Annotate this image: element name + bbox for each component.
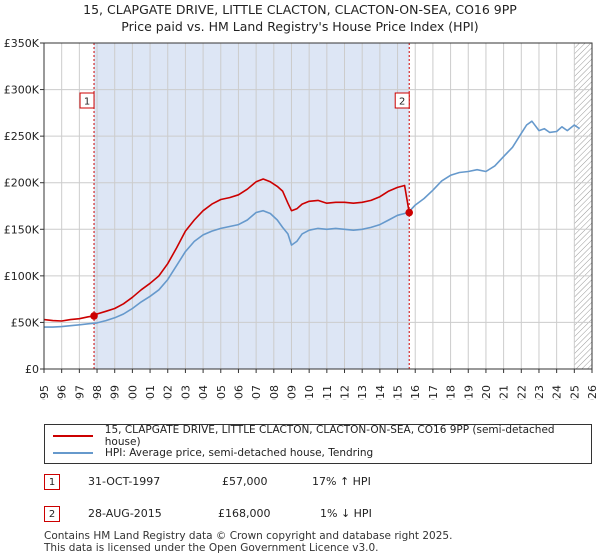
x-tick-label: 2002 (162, 385, 175, 400)
series-line-hpi (44, 120, 581, 328)
transaction-hpi-change: 17% ↑ HPI (312, 475, 371, 488)
sale-label-box (79, 92, 95, 109)
x-tick-label: 2015 (392, 385, 405, 400)
x-tick-label: 1998 (91, 385, 104, 400)
x-tick-label: 1995 (38, 385, 51, 400)
x-tick-label: 2022 (515, 385, 528, 400)
y-tick-label: £350K (4, 37, 40, 50)
x-tick-label: 1999 (109, 385, 122, 400)
sale-label: 2 (399, 97, 405, 108)
y-tick-label: £50K (11, 316, 40, 329)
y-tick-label: £200K (4, 177, 40, 190)
x-tick-label: 2003 (179, 385, 192, 400)
x-tick-label: 2024 (551, 385, 564, 400)
y-tick-label: £250K (4, 130, 40, 143)
transaction-price: £168,000 (218, 507, 271, 520)
transaction-hpi-change: 1% ↓ HPI (320, 507, 372, 520)
legend: 15, CLAPGATE DRIVE, LITTLE CLACTON, CLAC… (44, 424, 592, 464)
y-tick-label: £300K (4, 84, 40, 97)
plot-frame (43, 42, 593, 370)
x-tick-label: 2013 (356, 385, 369, 400)
x-tick-label: 2012 (339, 385, 352, 400)
x-tick-label: 2020 (480, 385, 493, 400)
sale-label-box (394, 92, 410, 109)
x-tick-label: 2018 (445, 385, 458, 400)
footer-license: This data is licensed under the Open Gov… (44, 542, 379, 554)
x-tick-label: 2004 (197, 385, 210, 400)
transaction-price: £57,000 (222, 475, 268, 488)
legend-swatch-property (53, 435, 93, 437)
sale-point (405, 208, 414, 217)
footer-copyright: Contains HM Land Registry data © Crown c… (44, 530, 453, 542)
y-tick-label: £150K (4, 223, 40, 236)
legend-item-hpi: HPI: Average price, semi-detached house,… (53, 445, 373, 461)
ownership-shade (94, 43, 410, 369)
x-tick-label: 2011 (321, 385, 334, 400)
y-tick-label: £100K (4, 270, 40, 283)
legend-item-property: 15, CLAPGATE DRIVE, LITTLE CLACTON, CLAC… (53, 424, 591, 448)
transaction-badge: 1 (44, 474, 60, 490)
x-tick-label: 1997 (73, 385, 86, 400)
transaction-badge: 2 (44, 506, 60, 522)
legend-label-hpi: HPI: Average price, semi-detached house,… (105, 447, 374, 459)
x-tick-label: 2006 (232, 385, 245, 400)
sale-label: 1 (84, 97, 90, 108)
x-tick-label: 2023 (533, 385, 546, 400)
legend-swatch-hpi (53, 452, 93, 454)
sale-point (90, 312, 98, 320)
x-tick-label: 2005 (215, 385, 228, 400)
chart-title: 15, CLAPGATE DRIVE, LITTLE CLACTON, CLAC… (83, 2, 517, 17)
x-tick-label: 2001 (144, 385, 157, 400)
x-tick-label: 2025 (568, 385, 581, 400)
chart-subtitle: Price paid vs. HM Land Registry's House … (121, 19, 479, 34)
price-chart: 1 2 £0 £50K £100K £150K £200K £250K £300K £350K 19… (4, 37, 599, 400)
forecast-hatch (574, 43, 592, 369)
series-line-property (43, 178, 410, 322)
legend-label-property: 15, CLAPGATE DRIVE, LITTLE CLACTON, CLAC… (104, 424, 555, 448)
x-tick-label: 1996 (56, 385, 69, 400)
x-tick-label: 2010 (303, 385, 316, 400)
x-tick-label: 2007 (250, 385, 263, 400)
y-tick-label: £0 (25, 363, 39, 376)
x-tick-label: 2009 (285, 385, 298, 400)
x-tick-label: 2000 (126, 385, 139, 400)
transaction-date: 31-OCT-1997 (88, 475, 161, 488)
x-tick-label: 2016 (409, 385, 422, 400)
x-tick-label: 2026 (586, 385, 599, 400)
x-tick-label: 2017 (427, 385, 440, 400)
x-tick-label: 2019 (462, 385, 475, 400)
x-tick-label: 2008 (268, 385, 281, 400)
x-tick-label: 2021 (498, 385, 511, 400)
transaction-date: 28-AUG-2015 (88, 507, 162, 520)
x-tick-label: 2014 (374, 385, 387, 400)
